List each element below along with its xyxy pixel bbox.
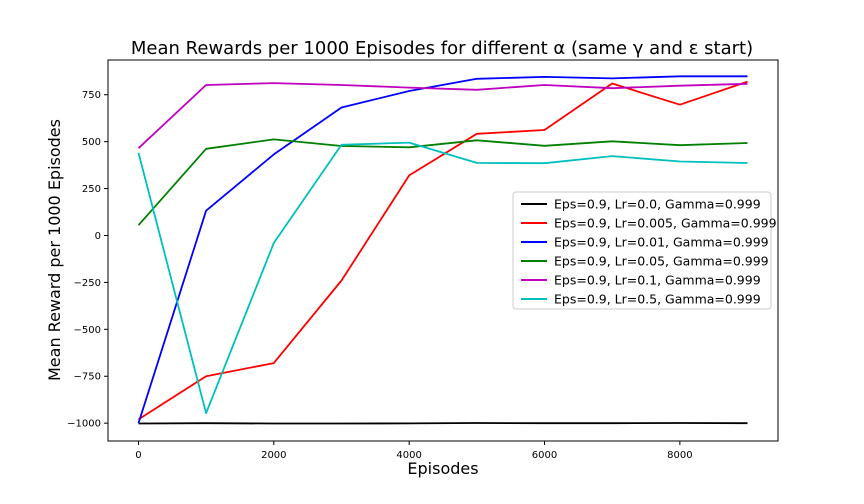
y-tick-label: −1000 [67, 419, 101, 430]
y-tick-label: 750 [82, 90, 101, 101]
series-line-3 [137, 75, 748, 424]
chart-title: Mean Rewards per 1000 Episodes for diffe… [131, 38, 753, 59]
y-tick-label: 0 [95, 231, 101, 242]
y-tick-label: −250 [74, 278, 101, 289]
y-tick-label: −750 [74, 372, 101, 383]
x-tick-label: 0 [135, 450, 141, 461]
ticks-layer: 0 2000 4000 6000 8000 −1000 −750 −500 −250 0 250 50… [67, 90, 692, 461]
y-axis-title: Mean Reward per 1000 Episodes [45, 119, 64, 381]
x-axis-title: Episodes [407, 459, 478, 478]
y-tick-label: −500 [74, 325, 101, 336]
legend-frame [512, 191, 772, 310]
legend-label-4: Eps=0.9, Lr=0.05, Gamma=0.999 [554, 254, 769, 269]
legend-label-2: Eps=0.9, Lr=0.005, Gamma=0.999 [554, 216, 777, 231]
series-line-1 [138, 422, 748, 425]
series-layer [137, 75, 748, 425]
y-tick-label: 500 [82, 137, 101, 148]
x-tick-label: 2000 [261, 450, 286, 461]
series-line-5 [137, 82, 748, 149]
plot-frame [107, 59, 779, 442]
legend-label-5: Eps=0.9, Lr=0.1, Gamma=0.999 [554, 273, 761, 288]
legend: Eps=0.9, Lr=0.0, Gamma=0.999 Eps=0.9, Lr=… [512, 191, 777, 310]
series-line-6 [137, 141, 748, 415]
y-tick-label: 250 [82, 184, 101, 195]
legend-label-3: Eps=0.9, Lr=0.01, Gamma=0.999 [554, 235, 769, 250]
x-tick-label: 6000 [532, 450, 557, 461]
legend-label-6: Eps=0.9, Lr=0.5, Gamma=0.999 [554, 292, 761, 307]
series-line-4 [137, 138, 748, 226]
legend-label-1: Eps=0.9, Lr=0.0, Gamma=0.999 [554, 197, 761, 212]
series-line-2 [138, 80, 748, 421]
x-tick-label: 4000 [396, 450, 421, 461]
x-tick-label: 8000 [667, 450, 692, 461]
